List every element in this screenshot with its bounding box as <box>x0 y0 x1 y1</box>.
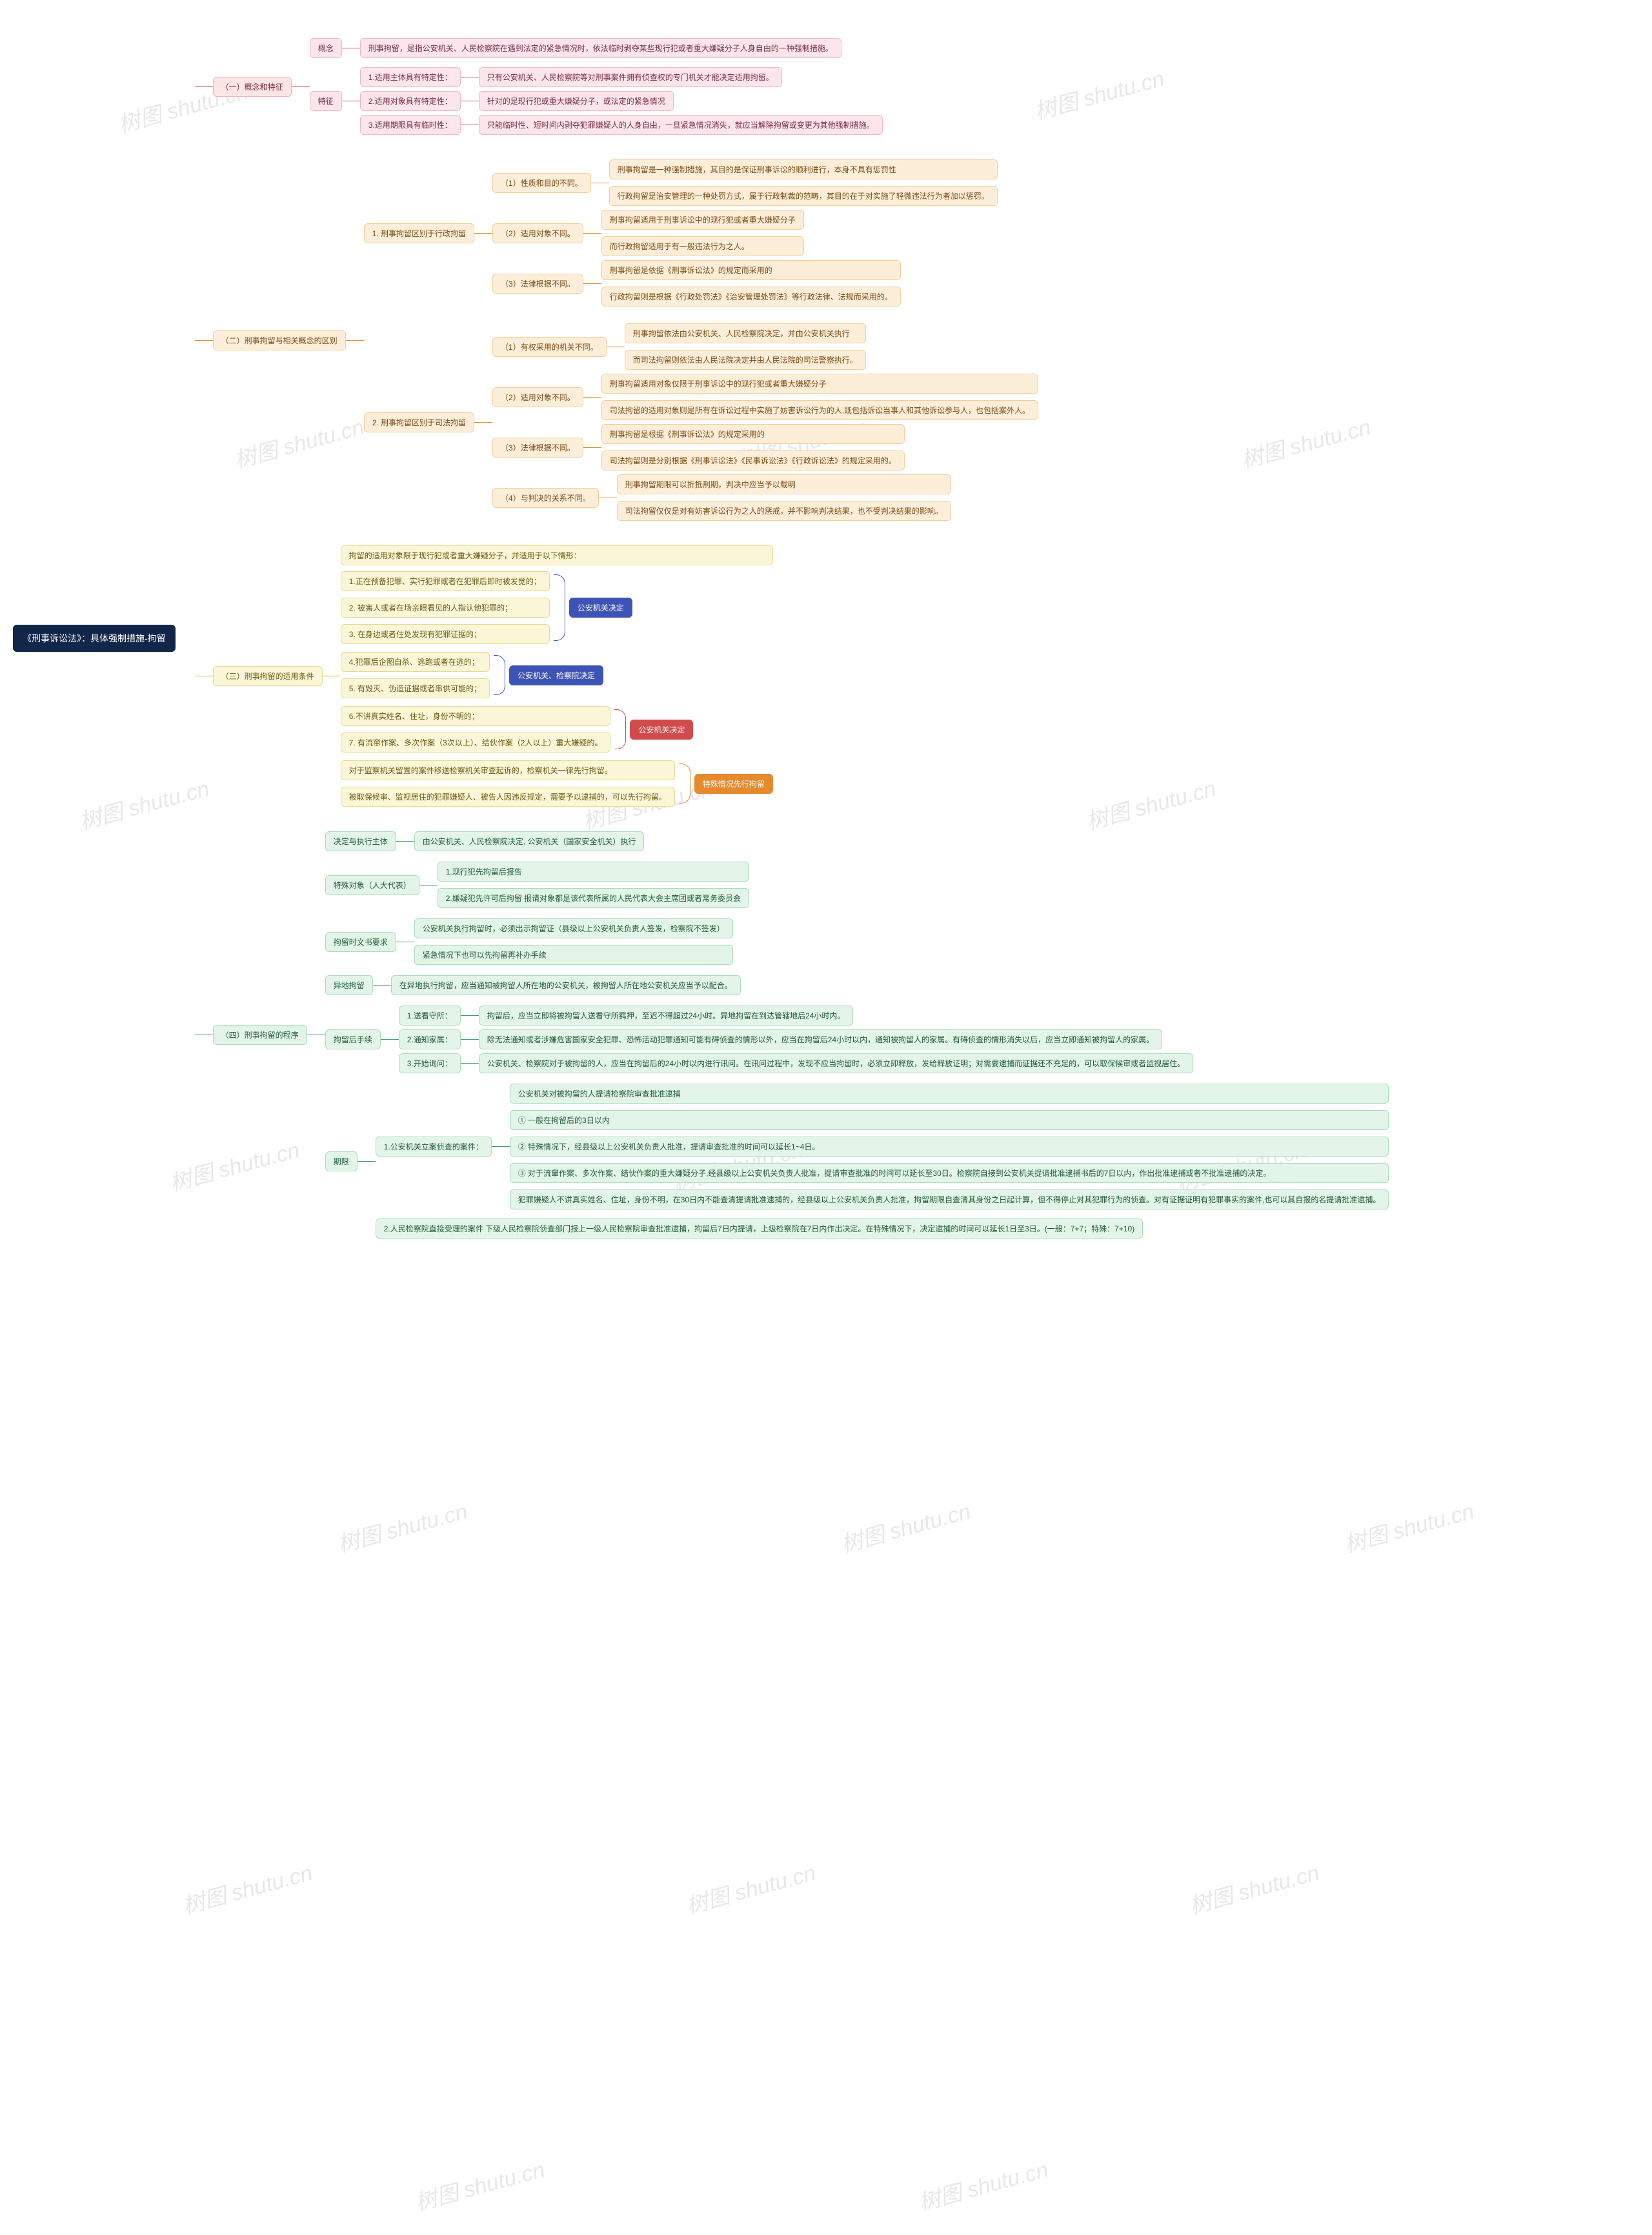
s4-b: 特殊对象（人大代表） <box>325 875 419 895</box>
s3-i7: 7. 有流窜作案、多次作案（3次以上）、结伙作案（2人以上）重大嫌疑的。 <box>341 733 611 753</box>
s2-b1-t2: 而司法拘留则依法由人民法院决定并由人民法院的司法警察执行。 <box>625 350 866 370</box>
s2-a1-t2: 行政拘留是治安管理的一种处罚方式，属于行政制裁的范畴，其目的在于对实施了轻微违法… <box>609 186 998 206</box>
s3-i3: 3. 在身边或者住处发现有犯罪证据的； <box>341 624 550 644</box>
s2-a2-t1: 刑事拘留适用于刑事诉讼中的现行犯或者重大嫌疑分子 <box>601 210 804 230</box>
section-2[interactable]: （二）刑事拘留与相关概念的区别 <box>213 330 346 350</box>
s4-e2-label: 2.通知家属： <box>399 1029 461 1049</box>
brace-icon <box>494 650 505 700</box>
brace-icon <box>614 704 626 754</box>
s4-d-text: 在异地执行拘留，应当通知被拘留人所在地的公安机关，被拘留人所在地公安机关应当予以… <box>391 975 741 995</box>
s2-a3-t1: 刑事拘留是依据《刑事诉讼法》的规定而采用的 <box>601 260 901 280</box>
s4-b2: 2.嫌疑犯先许可后拘留 报请对象都是该代表所属的人民代表大会主席团或者常务委员会 <box>438 888 749 908</box>
s4-f1-t1: 公安机关对被拘留的人提请检察院审查批准逮捕 <box>510 1084 1389 1104</box>
s4-a: 决定与执行主体 <box>325 831 396 851</box>
s3-i6: 6.不讲真实姓名、住址，身份不明的； <box>341 706 611 726</box>
section-3[interactable]: （三）刑事拘留的适用条件 <box>213 666 323 686</box>
s4-d: 异地拘留 <box>325 975 373 995</box>
brace-icon <box>554 569 565 646</box>
watermark: 树图 shutu.cn <box>682 1855 819 1920</box>
s2-b2: （2）适用对象不同。 <box>492 387 583 407</box>
s4-f1-t5: 犯罪嫌疑人不讲真实姓名、住址，身份不明，在30日内不能查清提请批准逮捕的，经县级… <box>510 1189 1389 1209</box>
s4-f1-t2: ① 一般在拘留后的3日以内 <box>510 1110 1389 1130</box>
s1-f1-label: 1.适用主体具有特定性： <box>360 67 461 87</box>
s4-b1: 1.现行犯先拘留后报告 <box>438 862 749 882</box>
watermark: 树图 shutu.cn <box>334 1493 470 1559</box>
watermark: 树图 shutu.cn <box>1185 1855 1322 1920</box>
s2-b[interactable]: 2. 刑事拘留区别于司法拘留 <box>364 412 474 432</box>
watermark: 树图 shutu.cn <box>179 1855 316 1920</box>
s2-b4-t1: 刑事拘留期限可以折抵刑期，判决中应当予以载明 <box>617 474 951 494</box>
s3-badge1: 公安机关决定 <box>569 598 632 618</box>
s4-f1-label: 1.公安机关立案侦查的案件： <box>376 1137 492 1157</box>
s2-b3-t2: 司法拘留则是分别根据《刑事诉讼法》《民事诉讼法》《行政诉讼法》的规定采用的。 <box>601 450 905 470</box>
s1-f2-label: 2.适用对象具有特定性： <box>360 91 461 111</box>
s3-badge2: 公安机关、检察院决定 <box>509 665 603 685</box>
s3-badge3: 公安机关决定 <box>630 720 693 740</box>
s4-f1-t3: ② 特殊情况下，经县级以上公安机关负责人批准，提请审查批准的时间可以延长1~4日… <box>510 1137 1389 1157</box>
s1-f1-text: 只有公安机关、人民检察院等对刑事案件拥有侦查权的专门机关才能决定适用拘留。 <box>479 67 782 87</box>
s2-b3-t1: 刑事拘留是根据《刑事诉讼法》的规定采用的 <box>601 424 905 444</box>
s1-concept-label[interactable]: 概念 <box>310 38 342 58</box>
s3-intro: 拘留的适用对象限于现行犯或者重大嫌疑分子，并适用于以下情形： <box>341 545 773 565</box>
s2-a1-t1: 刑事拘留是一种强制措施，其目的是保证刑事诉讼的顺利进行，本身不具有惩罚性 <box>609 159 998 179</box>
s4-f2: 2.人民检察院直接受理的案件 下级人民检察院侦查部门报上一级人民检察院审查批准逮… <box>376 1219 1143 1239</box>
s2-a1: （1）性质和目的不同。 <box>492 173 591 193</box>
s3-i5: 5. 有毁灭、伪造证据或者串供可能的； <box>341 678 490 698</box>
s1-f3-label: 3.适用期限具有临时性： <box>360 115 461 135</box>
s2-b1-t1: 刑事拘留依法由公安机关、人民检察院决定，并由公安机关执行 <box>625 323 866 343</box>
s1-f3-text: 只能临时性、短时间内剥夺犯罪嫌疑人的人身自由，一旦紧急情况消失，就应当解除拘留或… <box>479 115 883 135</box>
brace-icon <box>679 758 690 809</box>
s3-i2: 2. 被害人或者在场亲眼看见的人指认他犯罪的； <box>341 598 550 618</box>
s2-a2-t2: 而行政拘留适用于有一般违法行为之人。 <box>601 236 804 256</box>
s2-b2-t2: 司法拘留的适用对象则是所有在诉讼过程中实施了妨害诉讼行为的人,既包括诉讼当事人和… <box>601 400 1038 420</box>
s4-c1: 公安机关执行拘留时，必须出示拘留证（县级以上公安机关负责人签发，检察院不签发） <box>414 918 733 938</box>
s2-b2-t1: 刑事拘留适用对象仅限于刑事诉讼中的现行犯或者重大嫌疑分子 <box>601 374 1038 394</box>
s2-b4-t2: 司法拘留仅仅是对有妨害诉讼行为之人的惩戒，并不影响判决结果，也不受判决结果的影响… <box>617 501 951 521</box>
watermark: 树图 shutu.cn <box>837 1493 974 1559</box>
s1-feature-label[interactable]: 特征 <box>310 91 342 111</box>
s1-concept-text: 刑事拘留，是指公安机关、人民检察院在遇到法定的紧急情况时，依法临时剥夺某些现行犯… <box>360 38 841 58</box>
mindmap: 《刑事诉讼法》：具体强制措施-拘留 （一）概念和特征 概念 刑事拘留，是指公安机… <box>13 26 1639 1251</box>
s3-i8: 对于监察机关留置的案件移送检察机关审查起诉的，检察机关一律先行拘留。 <box>341 760 675 780</box>
section-4[interactable]: （四）刑事拘留的程序 <box>213 1025 307 1045</box>
s3-i1: 1.正在预备犯罪、实行犯罪或者在犯罪后即时被发觉的； <box>341 571 550 591</box>
s2-a3-t2: 行政拘留则是根据《行政处罚法》《治安管理处罚法》等行政法律、法规而采用的。 <box>601 287 901 307</box>
s2-b1: （1）有权采用的机关不同。 <box>492 337 607 357</box>
s3-badge4: 特殊情况先行拘留 <box>694 774 773 794</box>
s4-c2: 紧急情况下也可以先拘留再补办手续 <box>414 945 733 965</box>
s4-e3-text: 公安机关、检察院对于被拘留的人，应当在拘留后的24小时以内进行讯问。在讯问过程中… <box>479 1053 1193 1073</box>
s4-e3-label: 3.开始询问： <box>399 1053 461 1073</box>
s4-f1-t4: ③ 对于流窜作案、多次作案、结伙作案的重大嫌疑分子,经县级以上公安机关负责人批准… <box>510 1163 1389 1183</box>
watermark: 树图 shutu.cn <box>1340 1493 1477 1559</box>
s2-b4: （4）与判决的关系不同。 <box>492 488 599 508</box>
s4-a-text: 由公安机关、人民检察院决定, 公安机关（国家安全机关）执行 <box>414 831 645 851</box>
watermark: 树图 shutu.cn <box>411 2152 548 2217</box>
s2-b3: （3）法律根据不同。 <box>492 438 583 458</box>
s4-e2-text: 除无法通知或者涉嫌危害国家安全犯罪、恐怖活动犯罪通知可能有碍侦查的情形以外，应当… <box>479 1029 1162 1049</box>
s1-f2-text: 针对的是现行犯或重大嫌疑分子，或法定的紧急情况 <box>479 91 674 111</box>
s3-i9: 被取保候审、监视居住的犯罪嫌疑人、被告人因违反规定，需要予以逮捕的，可以先行拘留… <box>341 787 675 807</box>
section-1[interactable]: （一）概念和特征 <box>213 77 292 97</box>
watermark: 树图 shutu.cn <box>914 2152 1051 2217</box>
s2-a2: （2）适用对象不同。 <box>492 223 583 243</box>
s4-e: 拘留后手续 <box>325 1029 381 1049</box>
s2-a3: （3）法律根据不同。 <box>492 274 583 294</box>
s3-i4: 4.犯罪后企图自杀、逃跑或者在逃的； <box>341 652 490 672</box>
s2-a[interactable]: 1. 刑事拘留区别于行政拘留 <box>364 223 474 243</box>
s4-c: 拘留时文书要求 <box>325 932 396 952</box>
s4-e1-label: 1.送看守所： <box>399 1006 461 1026</box>
s4-f: 期限 <box>325 1151 358 1171</box>
s4-e1-text: 拘留后，应当立即将被拘留人送看守所羁押，至迟不得超过24小时。异地拘留在到达管辖… <box>479 1006 854 1026</box>
root-node[interactable]: 《刑事诉讼法》：具体强制措施-拘留 <box>13 625 176 652</box>
